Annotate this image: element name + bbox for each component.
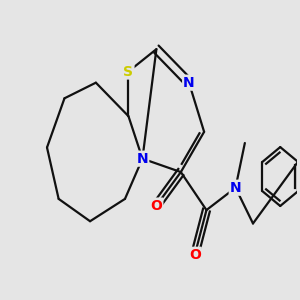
Text: N: N <box>230 181 242 195</box>
Text: O: O <box>189 248 201 262</box>
Text: N: N <box>136 152 148 166</box>
Text: N: N <box>183 76 195 90</box>
Text: O: O <box>151 199 162 213</box>
Text: S: S <box>124 64 134 79</box>
